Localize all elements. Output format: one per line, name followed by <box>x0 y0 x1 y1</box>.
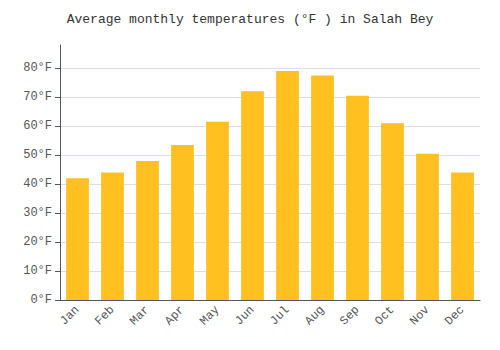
svg-text:Apr: Apr <box>162 303 187 328</box>
svg-text:Jul: Jul <box>267 303 292 328</box>
svg-text:Mar: Mar <box>127 303 152 328</box>
svg-text:40°F: 40°F <box>23 177 52 191</box>
svg-text:10°F: 10°F <box>23 264 52 278</box>
svg-text:0°F: 0°F <box>30 293 52 307</box>
svg-text:20°F: 20°F <box>23 235 52 249</box>
svg-text:Average monthly temperatures (: Average monthly temperatures (°F ) in Sa… <box>67 12 434 27</box>
svg-text:Feb: Feb <box>92 303 117 328</box>
svg-text:Jun: Jun <box>232 303 257 328</box>
svg-text:May: May <box>197 303 222 328</box>
svg-text:80°F: 80°F <box>23 61 52 75</box>
svg-text:Aug: Aug <box>302 303 327 328</box>
svg-text:70°F: 70°F <box>23 90 52 104</box>
svg-text:Sep: Sep <box>337 303 362 328</box>
svg-text:Jan: Jan <box>57 303 82 328</box>
svg-text:Nov: Nov <box>407 303 432 328</box>
svg-text:50°F: 50°F <box>23 148 52 162</box>
svg-text:30°F: 30°F <box>23 206 52 220</box>
svg-text:60°F: 60°F <box>23 119 52 133</box>
svg-text:Oct: Oct <box>372 303 397 328</box>
svg-text:Dec: Dec <box>442 303 467 328</box>
